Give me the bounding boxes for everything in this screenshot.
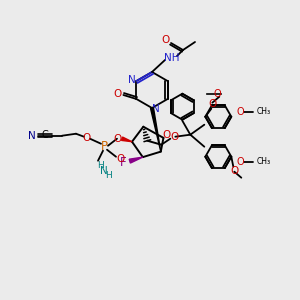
Text: P: P [100,140,107,153]
Text: CH₃: CH₃ [256,107,270,116]
Text: O: O [236,107,244,117]
Polygon shape [129,157,143,163]
Text: O: O [113,89,122,99]
Text: O: O [82,133,90,143]
Text: O: O [208,99,216,109]
Text: NH: NH [164,53,180,63]
Text: N: N [100,166,108,176]
Text: O: O [162,35,170,45]
Text: O: O [170,132,178,142]
Text: F: F [119,156,126,169]
Text: CH₃: CH₃ [256,157,270,166]
Text: O: O [230,166,238,176]
Text: O: O [113,134,121,144]
Text: O: O [214,89,221,99]
Text: O: O [236,157,244,167]
Text: C: C [42,130,48,140]
Text: N: N [128,75,135,85]
Text: O: O [162,130,171,140]
Text: O: O [116,154,124,164]
Text: H: H [97,161,104,170]
Polygon shape [122,137,132,142]
Polygon shape [151,108,161,152]
Text: N: N [152,104,160,114]
Text: N: N [28,131,36,141]
Text: H: H [105,171,111,180]
